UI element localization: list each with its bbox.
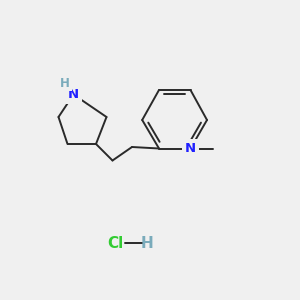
Text: Cl: Cl [107,236,124,250]
Text: H: H [60,76,70,90]
Text: H: H [141,236,153,250]
Text: N: N [185,142,196,155]
Text: N: N [68,88,79,101]
